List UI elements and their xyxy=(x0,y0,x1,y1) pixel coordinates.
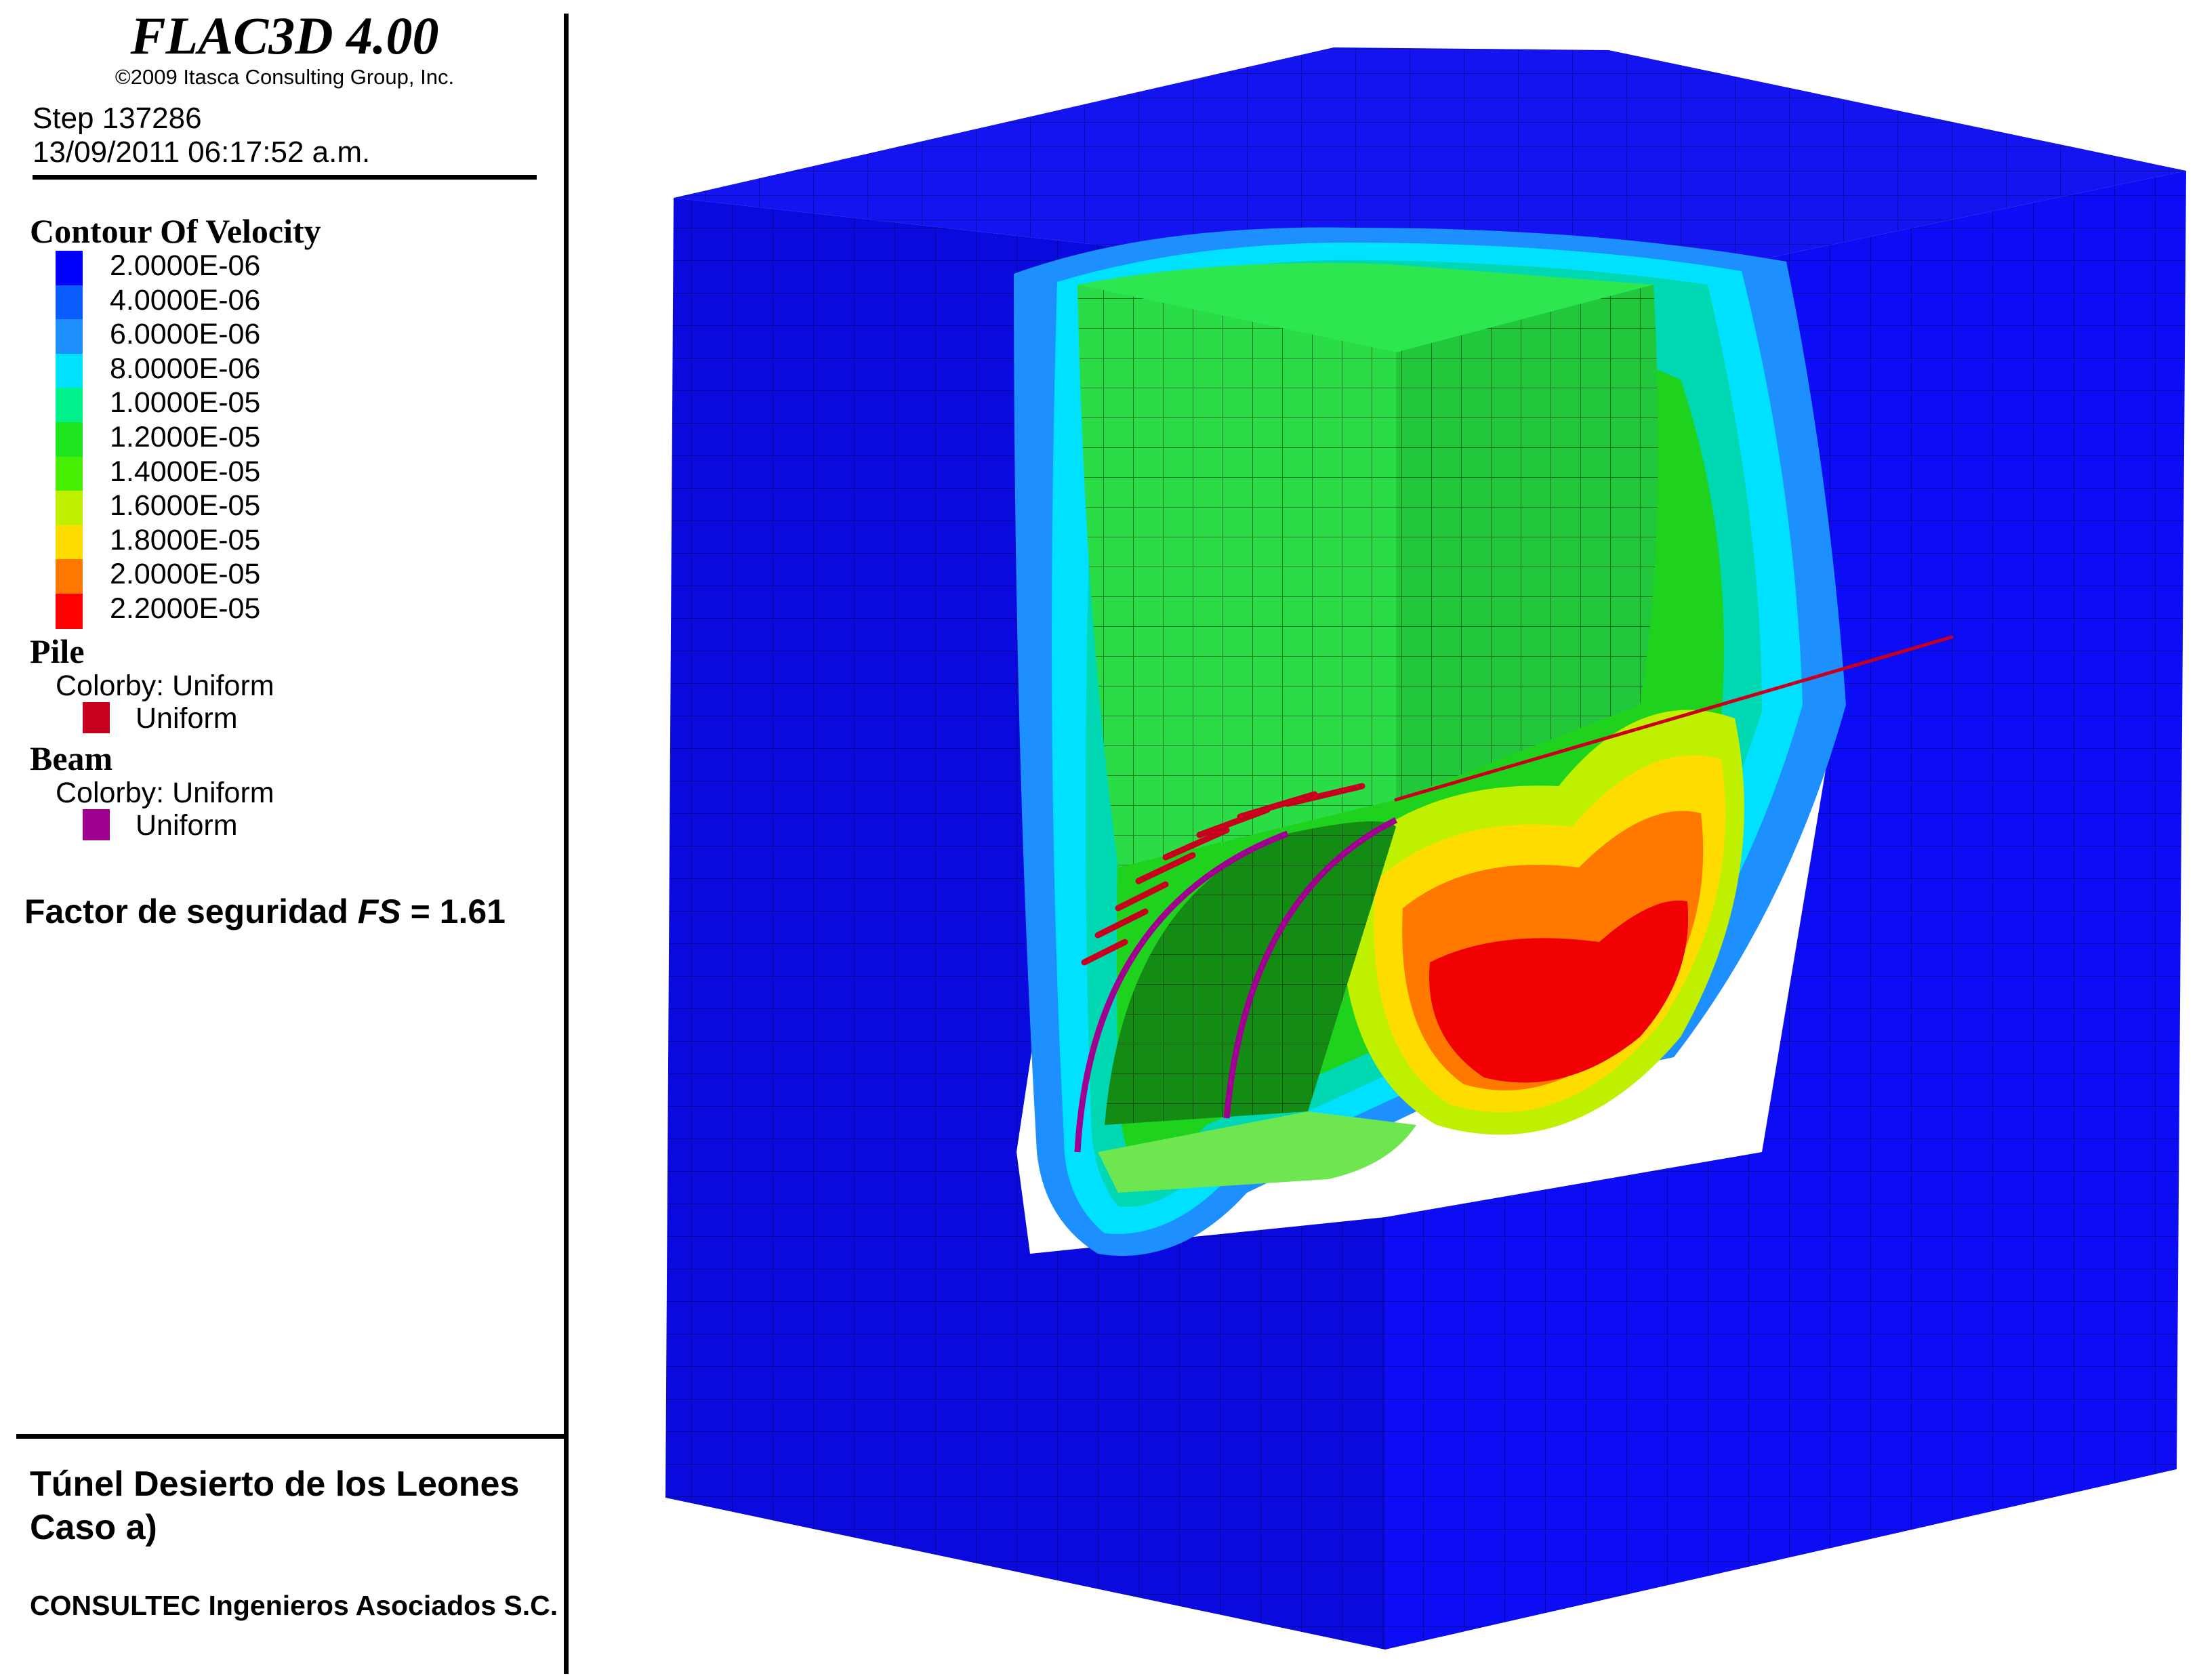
safety-factor-symbol: FS xyxy=(357,893,401,930)
step-count: Step 137286 xyxy=(33,102,202,135)
beam-legend-title: Beam xyxy=(30,739,113,777)
footer-divider xyxy=(16,1434,567,1439)
legend-label: 6.0000E-06 xyxy=(110,318,261,351)
legend-swatch xyxy=(56,251,83,286)
legend-label: 2.2000E-05 xyxy=(110,592,261,625)
tunnel-floor xyxy=(1098,1111,1416,1193)
pile-uniform-label: Uniform xyxy=(136,702,238,735)
legend-swatch xyxy=(56,525,83,560)
project-case: Caso a) xyxy=(30,1508,157,1547)
pile-legend-title: Pile xyxy=(30,632,85,670)
info-panel: FLAC3D 4.00 ©2009 Itasca Consulting Grou… xyxy=(0,0,569,1680)
legend-label: 4.0000E-06 xyxy=(110,283,261,316)
legend-swatch xyxy=(56,353,83,389)
legend-swatch xyxy=(56,491,83,527)
beam-uniform-label: Uniform xyxy=(136,809,238,842)
legend-swatch xyxy=(56,422,83,457)
beam-colorby: Colorby: Uniform xyxy=(56,777,274,809)
beam-color-swatch xyxy=(83,809,110,840)
legend-swatch xyxy=(56,285,83,321)
copyright-notice: ©2009 Itasca Consulting Group, Inc. xyxy=(115,65,455,89)
legend-title: Contour Of Velocity xyxy=(30,212,321,250)
app-title: FLAC3D 4.00 xyxy=(130,6,439,65)
pile-colorby: Colorby: Uniform xyxy=(56,670,274,702)
legend-label: 8.0000E-06 xyxy=(110,352,261,385)
safety-factor-prefix: Factor de seguridad xyxy=(24,893,358,930)
legend-label: 1.0000E-05 xyxy=(110,386,261,419)
legend-label: 1.2000E-05 xyxy=(110,421,261,453)
safety-factor-value: = 1.61 xyxy=(401,893,506,930)
company-name: CONSULTEC Ingenieros Asociados S.C. xyxy=(30,1590,558,1621)
legend-label: 1.6000E-05 xyxy=(110,489,261,523)
legend-swatch xyxy=(56,456,83,492)
legend-label: 1.4000E-05 xyxy=(110,455,261,488)
safety-factor: Factor de seguridad FS = 1.61 xyxy=(24,892,506,931)
core-block-top xyxy=(1077,263,1654,352)
beam-elements xyxy=(1074,817,1398,1153)
legend-label: 2.0000E-05 xyxy=(110,558,261,591)
contour-band-red xyxy=(1429,900,1689,1083)
pile-color-swatch xyxy=(83,702,110,733)
legend-swatch xyxy=(56,388,83,424)
legend-swatch xyxy=(56,559,83,595)
legend-label: 2.0000E-06 xyxy=(110,249,261,282)
project-title: Túnel Desierto de los Leones xyxy=(30,1464,520,1504)
legend-label: 1.8000E-05 xyxy=(110,523,261,556)
legend-swatch xyxy=(56,594,83,629)
header-divider xyxy=(33,175,537,180)
pile-elements xyxy=(1081,635,1954,966)
legend-swatch xyxy=(56,319,83,355)
timestamp: 13/09/2011 06:17:52 a.m. xyxy=(33,136,371,169)
panel-divider xyxy=(564,14,569,1674)
